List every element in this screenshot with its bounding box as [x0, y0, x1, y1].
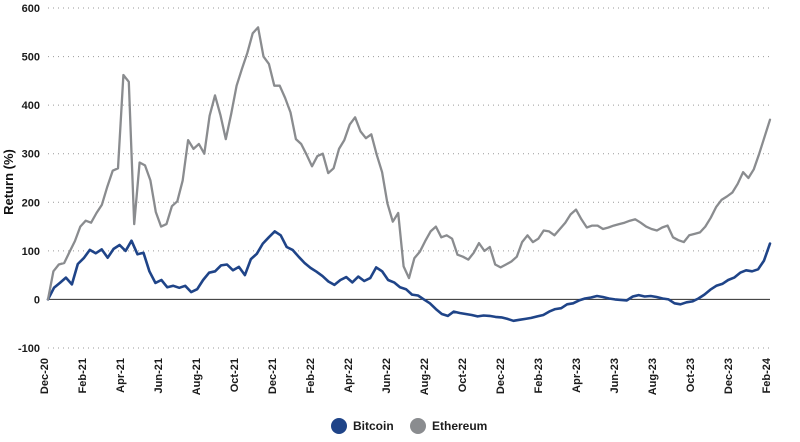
- x-tick-label: Feb-22: [305, 358, 317, 393]
- x-tick-label: Apr-21: [115, 358, 127, 393]
- y-tick-label: 500: [22, 52, 40, 64]
- x-tick-label: Aug-21: [191, 358, 203, 395]
- series-line-bitcoin: [46, 230, 772, 323]
- x-tick-label: Jun-23: [609, 358, 621, 393]
- legend: Bitcoin Ethereum: [331, 418, 487, 434]
- label-layer: 600 500 400 300 200 100 0 -100 Dec-20 Feb-21 Apr-2…: [18, 3, 773, 395]
- legend-marker-bitcoin: [331, 418, 347, 434]
- legend-label-ethereum: Ethereum: [432, 419, 487, 433]
- x-tick-label: Aug-23: [647, 358, 659, 395]
- legend-label-bitcoin: Bitcoin: [353, 419, 394, 433]
- y-tick-label: -100: [18, 343, 40, 355]
- x-tick-label: Feb-24: [761, 357, 773, 393]
- series-line-ethereum: [46, 26, 772, 301]
- series-layer: [46, 26, 772, 323]
- y-tick-label: 400: [22, 100, 40, 112]
- x-tick-label: Jun-21: [153, 358, 165, 393]
- y-tick-label: 600: [22, 3, 40, 15]
- x-tick-label: Oct-22: [457, 358, 469, 392]
- x-tick-label: Feb-23: [533, 358, 545, 393]
- x-tick-label: Apr-22: [343, 358, 355, 393]
- x-tick-label: Feb-21: [77, 358, 89, 393]
- x-tick-label: Apr-23: [571, 358, 583, 393]
- x-tick-label: Dec-23: [723, 358, 735, 394]
- legend-marker-ethereum: [410, 418, 426, 434]
- y-tick-label: 0: [34, 294, 40, 306]
- x-tick-label: Aug-22: [419, 358, 431, 395]
- y-axis-title: Return (%): [1, 149, 16, 215]
- y-tick-label: 200: [22, 197, 40, 209]
- x-tick-label: Oct-23: [685, 358, 697, 392]
- x-tick-label: Oct-21: [229, 358, 241, 392]
- grid-layer: [48, 7, 770, 349]
- y-tick-label: 300: [22, 149, 40, 161]
- x-tick-label: Dec-20: [39, 358, 51, 394]
- y-tick-label: 100: [22, 246, 40, 258]
- x-tick-label: Dec-22: [495, 358, 507, 394]
- x-tick-label: Dec-21: [267, 358, 279, 394]
- x-tick-label: Jun-22: [381, 358, 393, 393]
